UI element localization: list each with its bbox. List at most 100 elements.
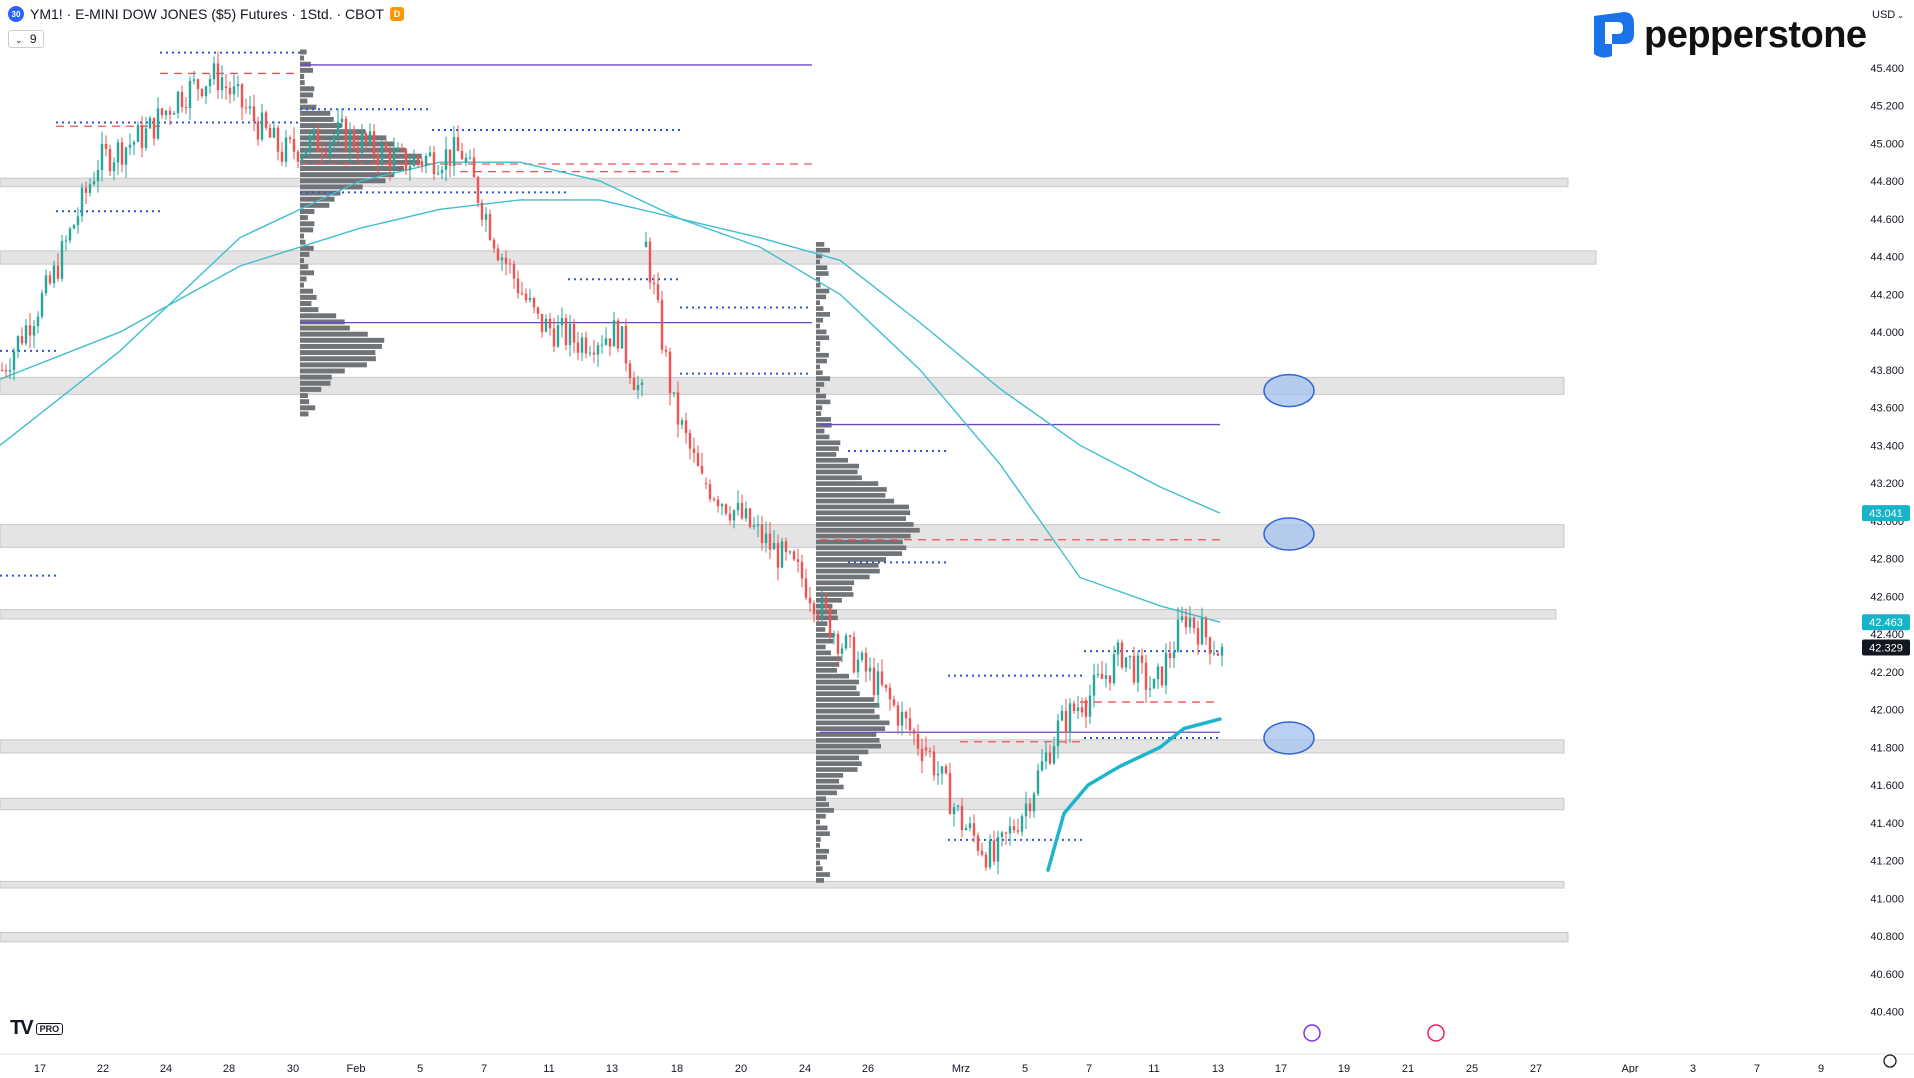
y-tick-label: 41.000 — [1870, 893, 1904, 905]
x-tick-label: 11 — [1148, 1063, 1159, 1073]
support-resistance-zone[interactable] — [0, 250, 1597, 265]
x-tick-label: 17 — [1275, 1063, 1287, 1073]
symbol-title[interactable]: YM1! · E-MINI DOW JONES ($5) Futures · 1… — [30, 6, 384, 22]
event-marker-icon[interactable] — [1303, 1024, 1321, 1042]
candle-body — [1020, 816, 1024, 832]
candle-body — [408, 166, 412, 171]
candle-body — [40, 293, 44, 317]
candle-body — [672, 392, 676, 394]
candle-body — [636, 384, 640, 390]
candle-body — [416, 156, 420, 161]
candle-body — [892, 699, 896, 706]
volume-profile-bar — [816, 259, 820, 265]
candle-body — [1216, 653, 1220, 656]
currency-selector[interactable]: USD ⌄ — [1872, 9, 1904, 21]
candle-body — [308, 135, 312, 151]
highlight-ellipse-marker[interactable] — [1263, 373, 1315, 408]
candle-body — [736, 502, 740, 511]
candle-body — [272, 127, 276, 138]
support-resistance-zone[interactable] — [0, 177, 1569, 188]
candle-body — [1052, 746, 1056, 764]
volume-profile-bar — [816, 714, 880, 720]
candle-body — [728, 513, 732, 521]
tv-logo-mark: TV — [10, 1017, 34, 1039]
support-resistance-zone[interactable] — [0, 880, 1565, 889]
ema-line[interactable] — [0, 199, 1221, 514]
support-resistance-zone[interactable] — [0, 376, 1565, 395]
candle-body — [620, 326, 624, 349]
volume-profile-bar — [816, 487, 887, 492]
candle-body — [1192, 617, 1196, 629]
tradingview-logo[interactable]: TV PRO — [10, 1017, 64, 1040]
volume-profile-bar — [816, 743, 881, 749]
x-tick-label: 17 — [34, 1063, 46, 1073]
candle-body — [1024, 803, 1028, 817]
volume-profile-bar — [816, 562, 879, 568]
candle-body — [1044, 752, 1048, 762]
candle-body — [64, 240, 68, 242]
highlight-ellipse-marker[interactable] — [1263, 721, 1315, 755]
volume-profile-bar — [816, 778, 840, 784]
volume-profile-bar — [816, 417, 831, 422]
volume-profile-bar — [816, 568, 880, 574]
x-tick-label: 25 — [1466, 1063, 1478, 1073]
candle-body — [296, 151, 300, 162]
volume-profile-bar — [816, 312, 830, 317]
candle-body — [948, 773, 952, 815]
candle-body — [328, 142, 332, 155]
x-tick-label: 5 — [1022, 1063, 1028, 1073]
vwap-line[interactable] — [1046, 717, 1222, 872]
candle-body — [1092, 674, 1096, 696]
volume-profile-bar — [816, 457, 849, 463]
support-resistance-zone[interactable] — [0, 931, 1569, 943]
settings-gear-icon[interactable] — [1883, 1054, 1897, 1068]
symbol-header: 30 YM1! · E-MINI DOW JONES ($5) Futures … — [8, 6, 404, 22]
support-resistance-zone[interactable] — [0, 797, 1565, 811]
x-tick-label: 28 — [223, 1063, 235, 1073]
x-tick-label: 5 — [417, 1063, 423, 1073]
volume-profile-layer — [300, 49, 920, 883]
support-resistance-zone[interactable] — [0, 739, 1565, 754]
volume-profile-bar — [816, 749, 869, 755]
y-tick-label: 44.800 — [1870, 176, 1904, 188]
volume-profile-bar — [816, 527, 920, 533]
candle-body — [184, 106, 188, 109]
candle-body — [156, 108, 160, 139]
y-tick-label: 45.000 — [1870, 138, 1904, 150]
candle-body — [532, 297, 536, 308]
candle-body — [44, 275, 48, 294]
candle-body — [804, 578, 808, 598]
volume-profile-bar — [816, 615, 838, 621]
candle-body — [1204, 618, 1208, 638]
volume-profile-bar — [300, 196, 335, 202]
volume-profile-bar — [816, 282, 821, 288]
volume-profile-bar — [816, 422, 832, 428]
symbol-badge[interactable]: 30 — [8, 6, 24, 22]
candle-body — [68, 228, 72, 241]
candle-body — [432, 152, 436, 175]
candle-body — [840, 648, 844, 654]
candle-body — [168, 110, 172, 115]
candle-body — [876, 671, 880, 695]
y-tick-label: 43.200 — [1870, 478, 1904, 490]
support-resistance-zone[interactable] — [0, 609, 1557, 620]
x-tick-label: 22 — [97, 1063, 109, 1073]
highlight-ellipse-marker[interactable] — [1263, 517, 1315, 551]
candle-body — [1196, 628, 1200, 645]
volume-profile-bar — [816, 703, 880, 708]
y-tick-label: 42.800 — [1870, 554, 1904, 566]
volume-chip[interactable]: ⌄ 9 — [8, 30, 44, 48]
candle-body — [936, 773, 940, 776]
candle-body — [1220, 646, 1224, 656]
candle-body — [260, 112, 264, 140]
candle-body — [516, 278, 520, 294]
x-tick-label: 13 — [606, 1063, 618, 1073]
event-marker-icon[interactable] — [1427, 1024, 1445, 1042]
candle-body — [1068, 703, 1072, 733]
candle-body — [504, 257, 508, 264]
volume-profile-bar — [816, 498, 895, 504]
candle-body — [764, 533, 768, 544]
candle-body — [792, 551, 796, 560]
